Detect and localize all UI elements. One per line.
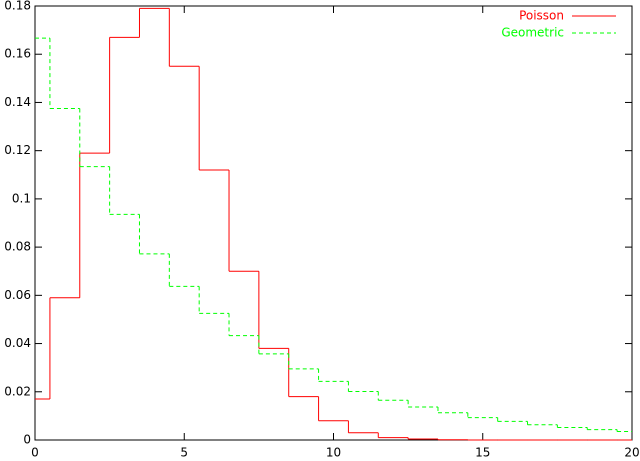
legend-label: Poisson	[519, 9, 564, 23]
legend-label: Geometric	[501, 26, 564, 40]
x-tick-label: 20	[624, 446, 639, 460]
y-tick-label: 0.08	[4, 240, 31, 254]
y-tick-label: 0.02	[4, 384, 31, 398]
y-tick-label: 0	[23, 433, 31, 447]
x-tick-label: 0	[31, 446, 39, 460]
y-tick-label: 0.14	[4, 95, 31, 109]
x-tick-label: 5	[180, 446, 188, 460]
x-tick-label: 10	[326, 446, 341, 460]
y-tick-label: 0.04	[4, 336, 31, 350]
y-tick-label: 0.1	[12, 191, 31, 205]
y-tick-label: 0.06	[4, 288, 31, 302]
y-tick-label: 0.16	[4, 47, 31, 61]
plot-frame	[34, 5, 633, 441]
y-tick-label: 0.12	[4, 143, 31, 157]
y-tick-label: 0.18	[4, 0, 31, 13]
x-tick-label: 15	[475, 446, 490, 460]
